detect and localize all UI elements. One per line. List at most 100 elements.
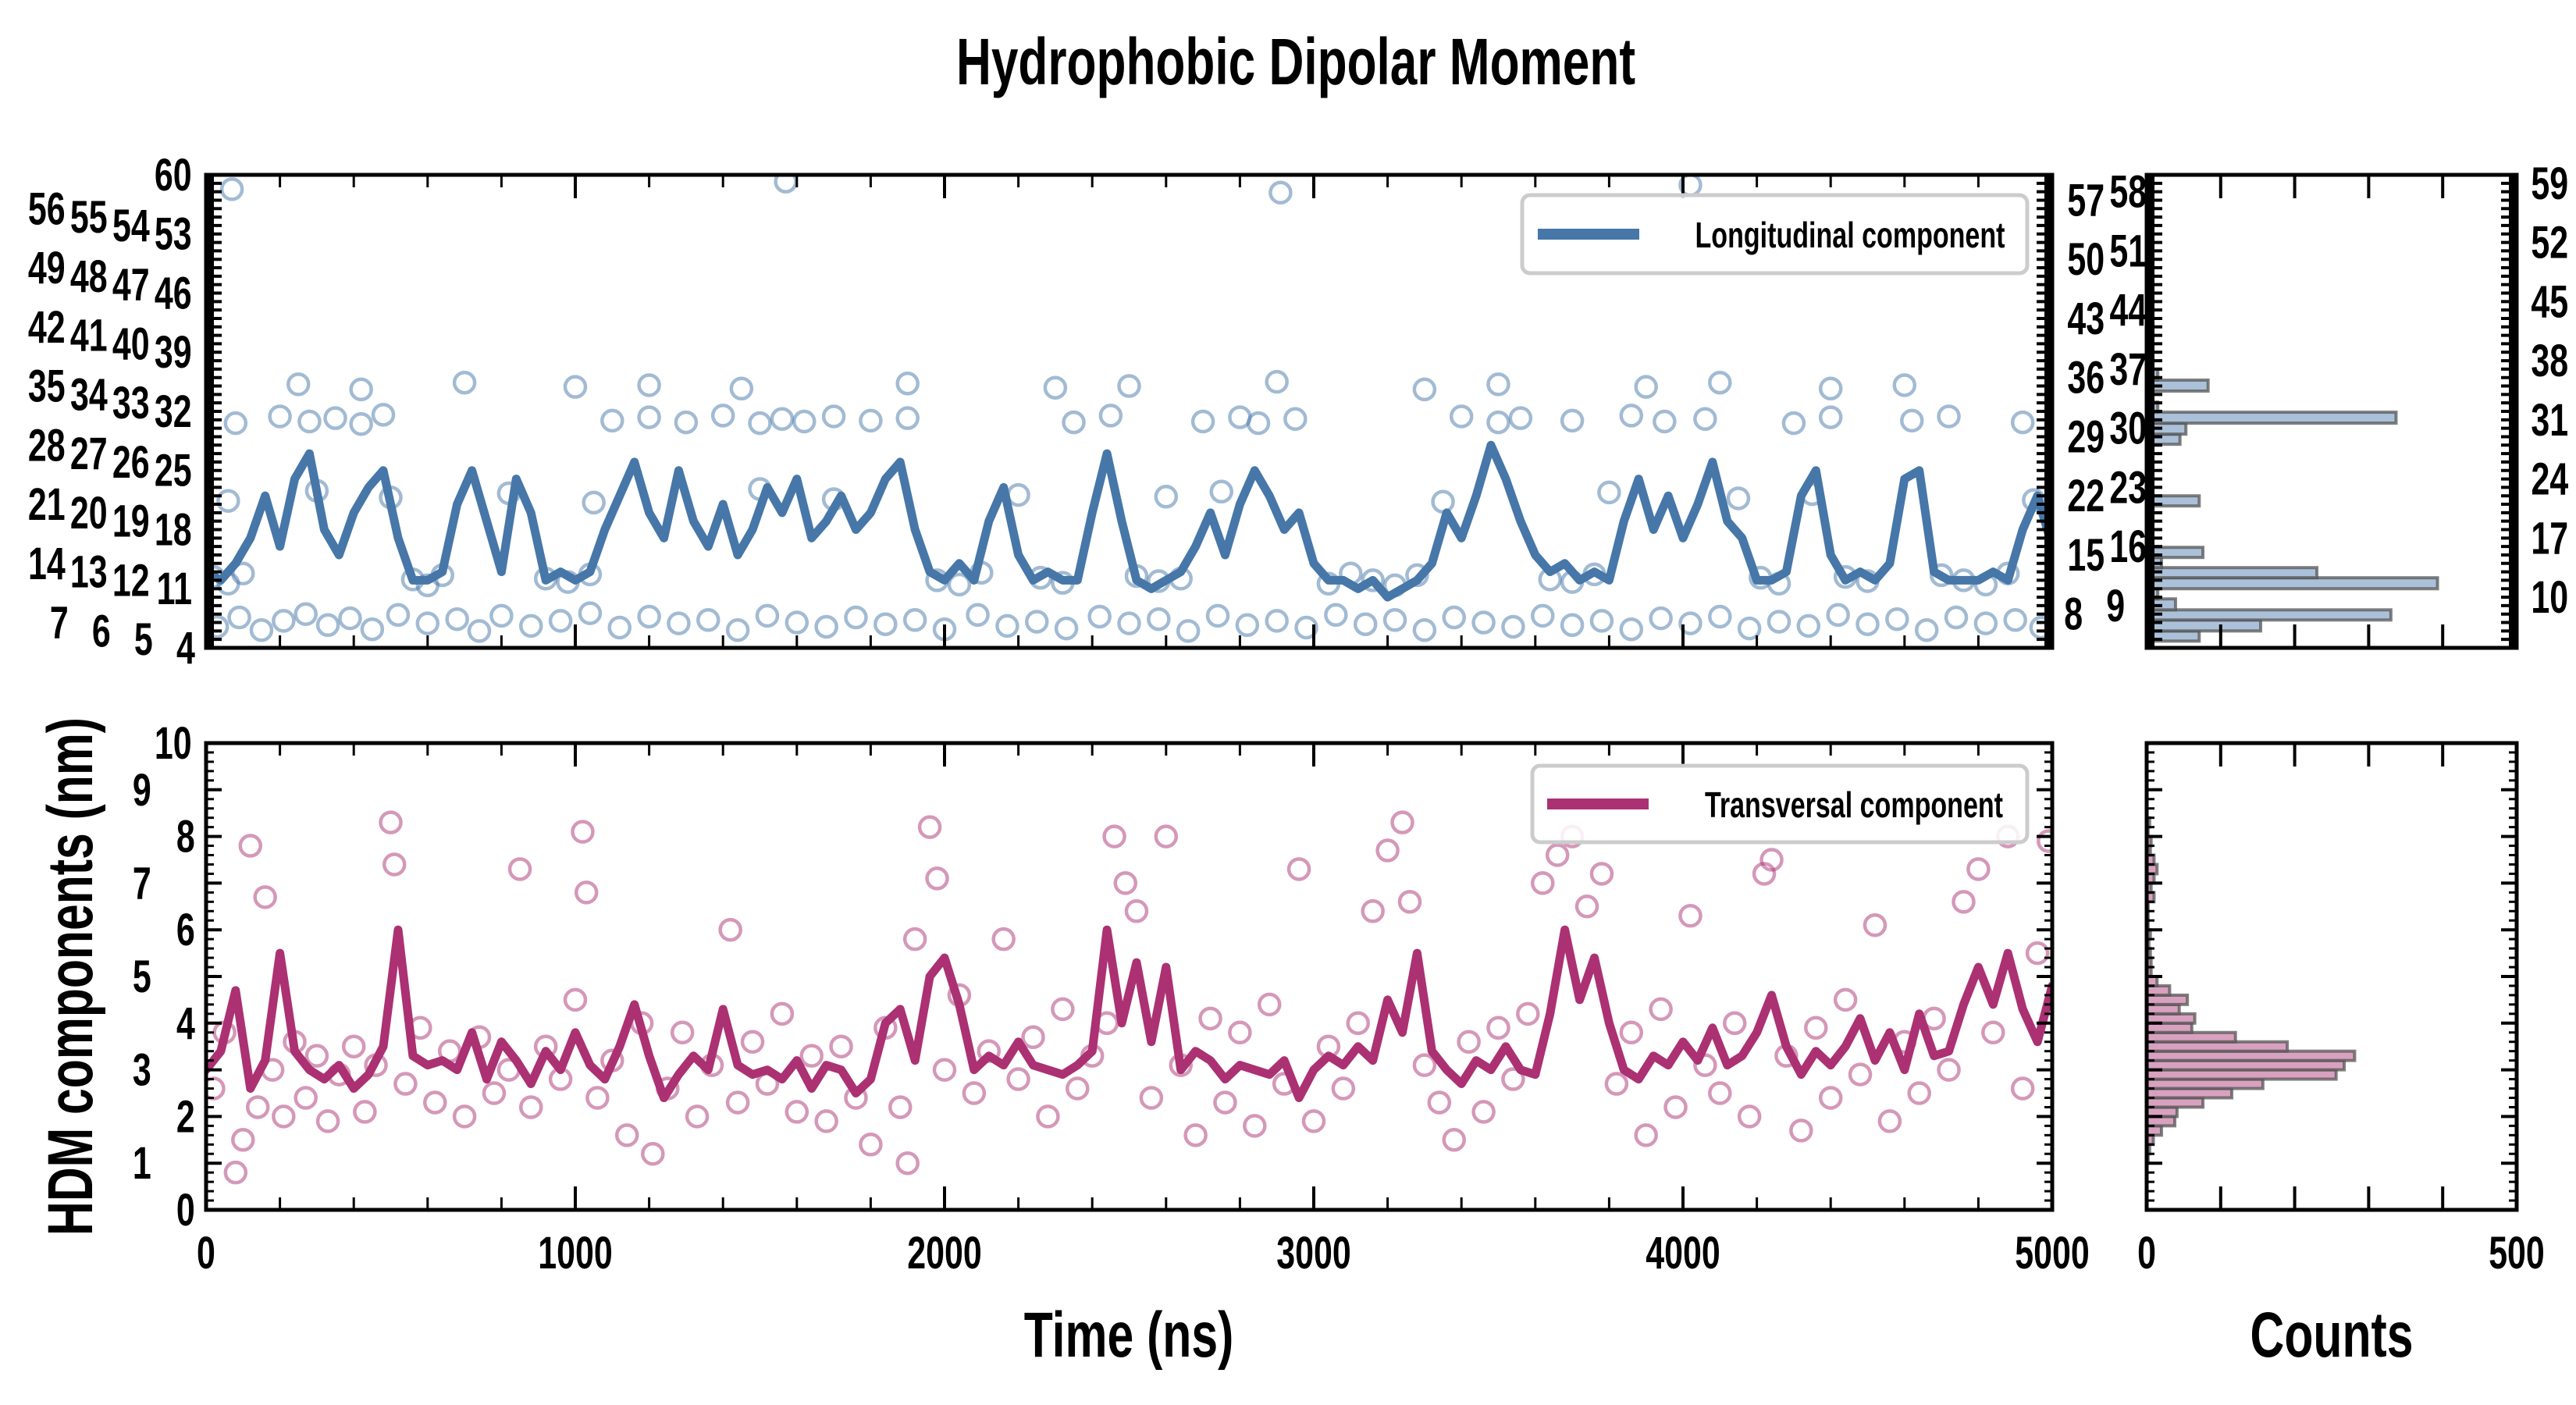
scatter-point	[1516, 1001, 1540, 1026]
y-tick-label: 36	[2067, 352, 2105, 403]
scatter-point	[1900, 408, 1924, 433]
scatter-point	[1098, 404, 1123, 428]
scatter-point	[925, 866, 949, 891]
y-tick-label: 10	[2531, 572, 2568, 623]
scatter-point	[2003, 608, 2027, 632]
scatter-point	[2037, 829, 2052, 853]
scatter-point	[902, 927, 927, 951]
scatter-point	[571, 820, 595, 844]
scatter-point	[829, 1034, 853, 1058]
y-tick-label: 26	[112, 437, 150, 488]
scatter-point	[1353, 612, 1378, 636]
scatter-point	[1190, 409, 1215, 434]
legend-longitudinal: Longitudinal component	[1520, 193, 2030, 276]
y-tick-label: 24	[2531, 454, 2568, 504]
scatter-point	[814, 614, 838, 639]
scatter-point	[1501, 1067, 1525, 1091]
scatter-point	[1025, 610, 1049, 634]
y-tick-label: 18	[155, 504, 192, 555]
scatter-point	[249, 618, 274, 642]
y-tick-label: 43	[2067, 293, 2105, 344]
y-tick-label: 56	[28, 183, 66, 234]
y-tick-label: 46	[155, 268, 192, 318]
scatter-point	[1885, 606, 1909, 631]
scatter-point	[902, 608, 927, 632]
y-tick-label: 16	[2109, 521, 2147, 572]
scatter-point	[1390, 810, 1414, 834]
scatter-point	[1457, 1030, 1481, 1054]
scatter-point	[1265, 369, 1289, 394]
scatter-point	[245, 1095, 270, 1119]
scatter-point	[482, 1081, 507, 1105]
scatter-point	[1952, 890, 1976, 914]
histogram-bar	[2145, 608, 2393, 622]
scatter-point	[1649, 606, 1673, 631]
scatter-point	[932, 1058, 957, 1082]
scatter-point	[223, 411, 248, 436]
scatter-point	[1545, 843, 1570, 867]
y-tick-label: 6	[92, 606, 111, 656]
scatter-point	[1397, 890, 1422, 914]
scatter-point	[670, 1020, 695, 1045]
scatter-point	[1892, 373, 1917, 397]
legend-label-transversal: Transversal component	[1705, 784, 2003, 825]
scatter-point	[1708, 1081, 1732, 1105]
y-tick-label: 29	[2067, 411, 2105, 462]
axes-frame	[204, 741, 2055, 1212]
y-tick-label: 27	[70, 429, 108, 479]
scatter-point	[1294, 615, 1318, 640]
scatter-point	[895, 406, 920, 430]
scatter-point	[725, 618, 750, 642]
hist-x-axis-label: Counts	[2250, 1300, 2414, 1371]
legend-transversal: Transversal component	[1530, 763, 2030, 845]
scatter-point	[1139, 1086, 1164, 1110]
scatter-point	[223, 1160, 248, 1185]
scatter-point	[1382, 608, 1407, 632]
scatter-point	[1442, 605, 1466, 630]
y-tick-label: 54	[112, 201, 150, 251]
scatter-point	[2010, 410, 2035, 435]
scatter-point	[1693, 407, 1717, 431]
scatter-point	[2025, 941, 2050, 966]
scatter-point	[821, 404, 846, 429]
scatter-point	[1929, 563, 1954, 588]
scatter-point	[231, 1128, 255, 1152]
histogram-bar	[2145, 576, 2439, 591]
scatter-point	[563, 375, 588, 399]
scatter-point	[1560, 408, 1585, 433]
scatter-point	[518, 614, 543, 638]
histogram-bar	[2145, 566, 2319, 580]
tick-marks	[2145, 742, 2518, 1211]
scatter-point	[1431, 489, 1455, 514]
y-tick-label: 14	[28, 538, 66, 589]
scatter-point	[574, 880, 599, 905]
y-tick-label: 13	[70, 546, 108, 597]
y-tick-label: 57	[2067, 175, 2105, 226]
scatter-point	[1154, 485, 1179, 509]
scatter-point	[1051, 997, 1075, 1022]
scatter-point	[1117, 374, 1141, 398]
y-tick-label: 37	[2109, 344, 2147, 395]
y-axis-label: HDM components (nm)	[35, 717, 106, 1236]
scatter-point	[507, 857, 532, 881]
scatter-point	[895, 1151, 920, 1176]
scatter-point	[895, 372, 920, 396]
scatter-point	[297, 409, 322, 434]
y-tick-label: 21	[28, 479, 66, 530]
scatter-point	[1726, 486, 1751, 510]
scatter-point	[1914, 618, 1939, 642]
scatter-point	[1209, 479, 1233, 504]
y-tick-label: 4	[176, 998, 195, 1049]
scatter-point	[582, 490, 606, 515]
scatter-point	[1471, 610, 1496, 635]
scatter-point	[1619, 617, 1644, 642]
scatter-point	[637, 405, 661, 429]
scatter-point	[1471, 1100, 1496, 1124]
scatter-point	[294, 1086, 318, 1110]
scatter-point	[1937, 1058, 1961, 1082]
scatter-point	[1781, 411, 1806, 436]
scatter-point	[393, 1072, 418, 1096]
y-tick-label: 25	[155, 445, 192, 496]
scatter-point	[1973, 611, 1998, 635]
scatter-point	[349, 411, 373, 436]
